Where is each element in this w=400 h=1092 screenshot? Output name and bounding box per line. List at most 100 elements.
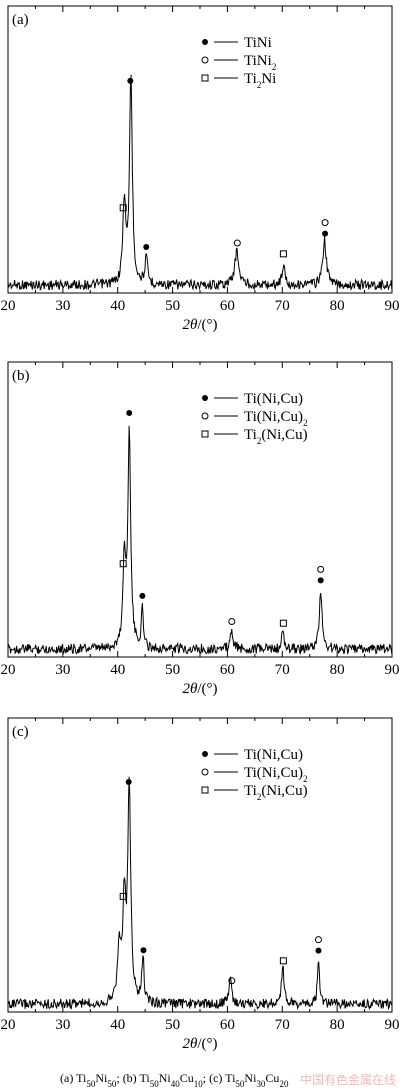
legend-entry: Ti(Ni,Cu) — [244, 391, 303, 407]
x-tick-label: 20 — [1, 298, 16, 314]
diffraction-trace — [7, 776, 393, 1011]
phase-marker — [322, 230, 329, 237]
phase-marker — [119, 204, 127, 212]
legend-text-part: Ti(Ni,Cu) — [244, 409, 303, 425]
caption-part: ; — [203, 1071, 209, 1085]
legend-text-part: 2 — [303, 774, 308, 784]
legend-entry: TiNi2 — [244, 53, 276, 72]
x-tick-label: 70 — [275, 1017, 290, 1033]
phase-marker — [228, 977, 236, 985]
phase-marker — [321, 219, 329, 227]
x-axis-unit: /(°) — [197, 317, 217, 333]
x-axis-unit: /(°) — [197, 681, 217, 697]
legend-entry: Ti(Ni,Cu)2 — [244, 409, 308, 428]
x-tick-label: 50 — [165, 662, 180, 678]
legend-marker — [201, 56, 209, 64]
x-tick-label: 60 — [220, 1017, 235, 1033]
legend-entry: Ti(Ni,Cu) — [244, 747, 303, 763]
x-tick-label: 40 — [110, 298, 125, 314]
x-tick-label: 70 — [275, 662, 290, 678]
phase-marker — [279, 619, 287, 627]
phase-marker — [317, 565, 325, 573]
x-tick-label: 40 — [110, 662, 125, 678]
xrd-panel-b: 20 30 40 50 60 70 80 902θ/(°)(b)Ti(Ni,Cu)Ti(Ni,… — [1, 361, 400, 697]
caption-part: (b) Ti — [123, 1071, 151, 1085]
legend-marker — [201, 768, 209, 776]
phase-marker — [139, 592, 146, 599]
phase-marker — [279, 250, 287, 258]
phase-marker — [127, 77, 134, 84]
phase-marker — [317, 577, 324, 584]
legend-entry: Ti(Ni,Cu)2 — [244, 765, 308, 784]
phase-marker — [140, 947, 147, 954]
x-axis-unit: /(°) — [197, 1036, 217, 1052]
legend-text-part: 2 — [303, 418, 308, 428]
legend-text-part: Ti — [244, 71, 257, 87]
phase-marker — [119, 560, 127, 568]
x-tick-label: 30 — [55, 1017, 70, 1033]
caption-part: 30 — [256, 1079, 266, 1089]
plot-frame — [7, 717, 393, 1013]
legend-text-part: 2 — [257, 80, 262, 90]
caption-part: (c) Ti — [209, 1071, 236, 1085]
x-tick-label: 50 — [165, 298, 180, 314]
x-tick-label: 30 — [55, 298, 70, 314]
phase-marker — [143, 244, 150, 251]
caption-part: ; — [116, 1071, 122, 1085]
x-tick-label: 30 — [55, 662, 70, 678]
legend-marker — [201, 412, 209, 420]
x-tick-label: 80 — [330, 1017, 345, 1033]
caption-part: 50 — [235, 1079, 245, 1089]
legend-text-part: (Ni,Cu) — [261, 427, 307, 443]
legend-entry: Ti2(Ni,Cu) — [244, 427, 308, 446]
legend-text-part: Ti(Ni,Cu) — [244, 747, 303, 763]
caption-part: 50 — [107, 1079, 117, 1089]
diffraction-trace — [7, 74, 393, 291]
x-tick-label: 50 — [165, 1017, 180, 1033]
x-axis-title: 2θ/(°) — [182, 317, 217, 333]
x-tick-label: 90 — [385, 298, 400, 314]
phase-marker — [233, 239, 241, 247]
phase-marker — [279, 957, 287, 965]
caption-part: 20 — [279, 1079, 289, 1089]
caption-part: Ni — [159, 1071, 172, 1085]
legend-marker — [201, 74, 209, 82]
legend-text-part: 2 — [272, 62, 277, 72]
phase-marker — [315, 947, 322, 954]
x-tick-label: 20 — [1, 1017, 16, 1033]
x-tick-label: 40 — [110, 1017, 125, 1033]
legend-text-part: Ti — [244, 427, 257, 443]
caption-part: 50 — [150, 1079, 160, 1089]
phase-marker — [125, 779, 132, 786]
caption-part: Ni — [244, 1071, 257, 1085]
panel-label: (c) — [12, 724, 29, 740]
legend-text-part: Ti — [244, 783, 257, 799]
x-tick-label: 60 — [220, 662, 235, 678]
figure-caption: (a) Ti50Ni50; (b) Ti50Ni40Cu10; (c) Ti50… — [60, 1071, 289, 1089]
x-tick-label: 60 — [220, 298, 235, 314]
phase-marker — [314, 936, 322, 944]
diffraction-trace — [7, 425, 393, 656]
x-axis-symbol: 2θ — [182, 681, 198, 697]
x-tick-label: 90 — [385, 1017, 400, 1033]
legend-marker — [201, 786, 209, 794]
caption-part: 10 — [194, 1079, 204, 1089]
phase-marker — [126, 409, 133, 416]
x-tick-label: 70 — [275, 298, 290, 314]
caption-part: 40 — [171, 1079, 181, 1089]
caption-part: Cu — [180, 1071, 194, 1085]
x-axis-title: 2θ/(°) — [182, 1036, 217, 1052]
caption-part: (a) Ti — [60, 1071, 87, 1085]
x-tick-label: 90 — [385, 662, 400, 678]
legend-marker — [202, 395, 208, 401]
plot-frame — [7, 361, 393, 658]
phase-marker — [119, 892, 127, 900]
legend-entry: Ti2Ni — [244, 71, 276, 90]
plot-frame — [7, 5, 393, 294]
legend-text-part: TiNi — [244, 53, 272, 69]
legend-entry: TiNi — [244, 35, 272, 51]
xrd-panel-c: 20 30 40 50 60 70 80 90 2θ/(°) (c) Ti(Ni,Cu) Ti(Ni,… — [1, 717, 400, 1052]
legend-text-part: 2 — [257, 436, 262, 446]
